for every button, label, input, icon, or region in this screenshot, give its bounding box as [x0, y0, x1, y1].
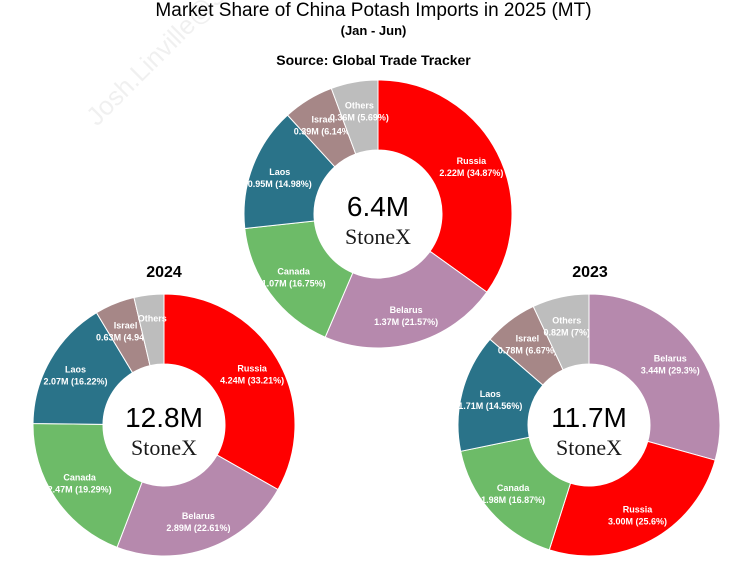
slice-value-label: 2.89M (22.61%)	[166, 523, 230, 533]
slice-name-label: Laos	[480, 389, 501, 399]
slice-name-label: Canada	[63, 472, 97, 482]
slice-value-label: 3.44M (29.3%)	[641, 365, 700, 375]
slice-others	[532, 293, 590, 371]
slice-name-label: Laos	[269, 167, 290, 177]
slice-name-label: Belarus	[390, 305, 423, 315]
pie-2024-label: 2024	[146, 264, 182, 281]
slice-value-label: 1.98M (16.87%)	[481, 495, 545, 505]
slice-canada	[32, 423, 143, 548]
slice-name-label: Russia	[237, 364, 268, 374]
slice-value-label: 1.07M (16.75%)	[262, 278, 326, 288]
slice-russia	[548, 440, 716, 557]
slice-name-label: Others	[552, 315, 581, 325]
slice-value-label: 0.39M (6.14%)	[294, 126, 353, 136]
pie-2023: Belarus 3.44M (29.3%) Russia 3.00M (25.6%) C…	[457, 293, 721, 557]
slice-value-label: 0.36M (5.69%)	[330, 113, 389, 123]
slice-value-label: 0.63M (4.94%)	[96, 333, 155, 343]
slice-name-label: Russia	[457, 156, 488, 166]
slice-name-label: Israel	[516, 334, 540, 344]
slice-others	[133, 293, 165, 367]
slice-russia	[163, 293, 296, 491]
pie-total-value: 6.4M	[347, 191, 409, 222]
brand-logo: StoneX	[131, 435, 197, 460]
slice-belarus	[588, 293, 721, 461]
slice-name-label: Israel	[114, 321, 138, 331]
slice-value-label: 2.07M (16.22%)	[43, 376, 107, 386]
brand-logo: StoneX	[345, 224, 411, 249]
slice-value-label: 0.95M (14.98%)	[248, 179, 312, 189]
slice-name-label: Belarus	[182, 511, 215, 521]
slice-value-label: 3.00M (25.6%)	[608, 517, 667, 527]
slice-canada	[460, 436, 572, 551]
slice-value-label: 0.78M (6.67%)	[498, 346, 557, 356]
pie-total-value: 12.8M	[125, 402, 203, 433]
slice-russia	[377, 79, 513, 293]
slice-value-label: 1.37M (21.57%)	[374, 317, 438, 327]
pie-2023-label: 2023	[572, 264, 608, 281]
slice-value-label: 0.82M (7%)	[544, 327, 591, 337]
chart-title: Market Share of China Potash Imports in …	[155, 0, 592, 21]
slice-value-label: 1.71M (14.56%)	[458, 401, 522, 411]
slice-name-label: Belarus	[654, 353, 687, 363]
slice-name-label: Laos	[65, 364, 86, 374]
slice-name-label: Canada	[497, 483, 531, 493]
slice-name-label: Others	[138, 314, 167, 324]
slice-name-label: Israel	[312, 114, 336, 124]
slice-belarus	[116, 454, 279, 557]
slice-value-label: 2.22M (34.87%)	[439, 168, 503, 178]
slice-value-label: 4.24M (33.21%)	[220, 376, 284, 386]
pie-2025: Russia 2.22M (34.87%) Belarus 1.37M (21.57%…	[243, 79, 513, 349]
slice-name-label: Others	[345, 101, 374, 111]
brand-logo: StoneX	[556, 435, 622, 460]
chart-source: Source: Global Trade Tracker	[276, 52, 471, 68]
slice-others	[330, 79, 379, 155]
slice-value-label: 2.47M (19.29%)	[48, 484, 112, 494]
pie-2024: Russia 4.24M (33.21%) Belarus 2.89M (22.61%…	[32, 293, 296, 557]
pie-total-value: 11.7M	[551, 402, 627, 433]
chart-subtitle: (Jan - Jun)	[340, 23, 407, 38]
slice-name-label: Canada	[277, 266, 311, 276]
slice-belarus	[324, 250, 488, 349]
slice-name-label: Russia	[623, 505, 654, 515]
